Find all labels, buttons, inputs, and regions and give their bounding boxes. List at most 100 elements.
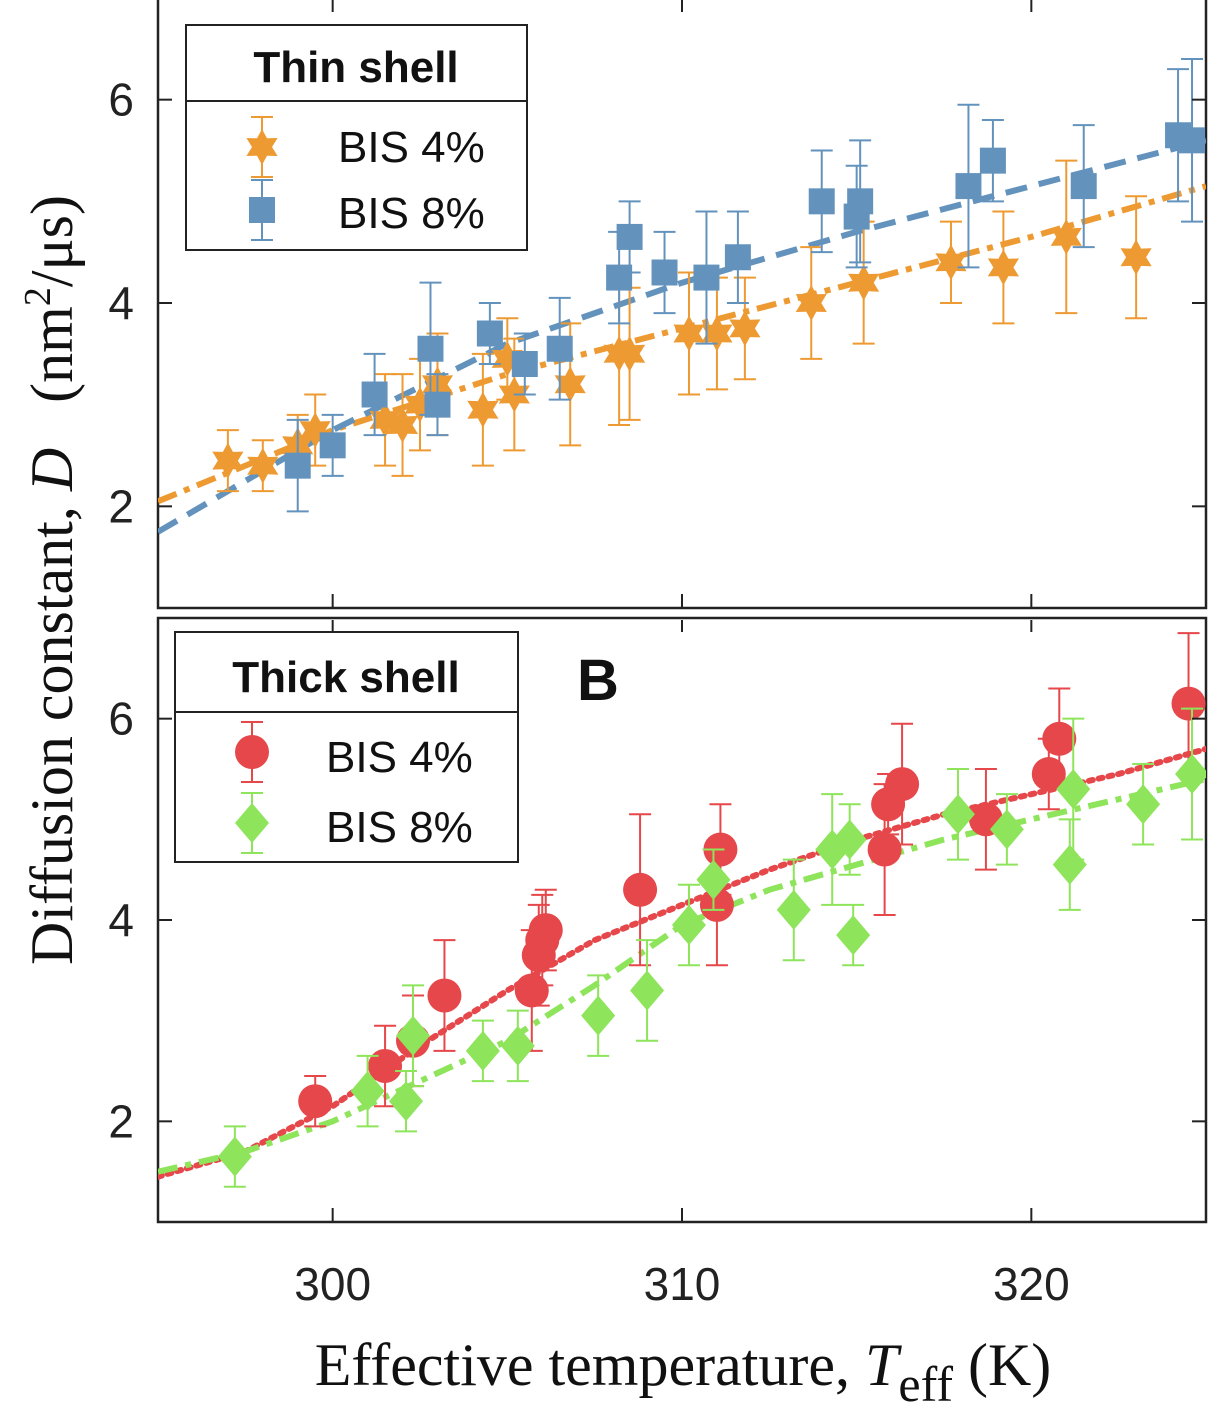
legend-frame bbox=[185, 24, 528, 251]
data-point-bis4 bbox=[368, 1048, 403, 1083]
y-tick-label: 4 bbox=[108, 894, 134, 946]
data-point-bis8 bbox=[836, 915, 871, 956]
x-tick-label: 300 bbox=[294, 1258, 371, 1310]
data-point-bis8 bbox=[989, 809, 1024, 850]
data-point-bis4 bbox=[404, 386, 436, 423]
data-point-bis8 bbox=[808, 188, 835, 215]
data-point-bis4 bbox=[386, 407, 419, 443]
y-axis-title-unit-b: /μs) bbox=[19, 195, 85, 287]
legend-marker-bis8 bbox=[249, 197, 275, 223]
data-point-bis4 bbox=[614, 335, 646, 372]
x-axis-title-var: T bbox=[865, 1332, 902, 1398]
data-point-bis8 bbox=[651, 259, 678, 286]
data-point-bis4 bbox=[514, 973, 549, 1008]
legend-frame bbox=[174, 631, 519, 863]
data-point-bis8 bbox=[396, 1015, 431, 1056]
legend-marker-bis4 bbox=[246, 129, 278, 165]
data-point-bis4 bbox=[623, 872, 658, 907]
fit-line-bis8 bbox=[158, 776, 1206, 1175]
legend-label-bis4: BIS 4% bbox=[338, 123, 485, 172]
legend-thick-shell: Thick shell BIS 4% BIS 8% bbox=[174, 631, 519, 863]
data-point-bis8 bbox=[1052, 844, 1087, 885]
fit-line-bis8 bbox=[158, 137, 1206, 535]
legend-thin-shell: Thin shell BIS 4% BIS 8% bbox=[185, 24, 528, 251]
y-axis-title: Diffusion constant, D (nm2/μs) bbox=[17, 195, 85, 965]
data-point-bis8 bbox=[465, 1030, 500, 1071]
legend-title: Thick shell bbox=[232, 653, 459, 702]
data-point-bis8 bbox=[671, 905, 706, 946]
data-point-bis4 bbox=[1042, 721, 1077, 756]
data-point-bis8 bbox=[940, 794, 975, 835]
data-point-bis8 bbox=[1179, 127, 1206, 154]
panel-thick-shell: 2 4 6 300 310 320 Thick shell BIS 4% BIS 8% B bbox=[108, 616, 1208, 1310]
data-point-bis4 bbox=[491, 340, 523, 377]
data-point-bis8 bbox=[1126, 784, 1161, 825]
data-point-bis4 bbox=[701, 315, 733, 352]
fit-line-bis4 bbox=[158, 745, 1206, 1180]
data-point-bis4 bbox=[885, 767, 920, 802]
data-point-bis8 bbox=[630, 970, 665, 1011]
legend-marker-bis4 bbox=[235, 735, 269, 769]
data-point-bis8 bbox=[955, 173, 982, 200]
data-point-bis4 bbox=[299, 412, 331, 449]
data-point-bis8 bbox=[361, 381, 388, 408]
data-point-bis4 bbox=[1171, 686, 1206, 721]
data-point-bis8 bbox=[776, 889, 811, 930]
data-point-bis4 bbox=[603, 335, 635, 372]
legend-label-bis4: BIS 4% bbox=[326, 733, 473, 782]
y-tick-label: 6 bbox=[108, 74, 134, 126]
x-tick-label: 320 bbox=[993, 1258, 1070, 1310]
data-point-bis4 bbox=[867, 832, 902, 867]
data-point-bis4 bbox=[212, 442, 244, 479]
data-point-bis4 bbox=[1120, 239, 1152, 276]
data-point-bis8 bbox=[1175, 754, 1206, 795]
data-point-bis8 bbox=[500, 1025, 535, 1066]
legend-label-bis8: BIS 8% bbox=[338, 189, 485, 238]
plot-area-thick-shell bbox=[158, 632, 1206, 1188]
x-axis-title-sub: eff bbox=[898, 1356, 953, 1412]
y-axis-title-var: D bbox=[19, 448, 85, 492]
data-point-bis8 bbox=[696, 859, 731, 900]
data-point-bis8 bbox=[546, 335, 573, 362]
legend-items bbox=[246, 116, 278, 241]
data-point-bis4 bbox=[673, 315, 705, 352]
data-point-bis4 bbox=[298, 1084, 333, 1119]
panel-thin-shell: 2 4 6 Thin shell BIS 4% BIS 8% bbox=[108, 0, 1208, 610]
data-point-bis8 bbox=[832, 819, 867, 860]
data-point-bis8 bbox=[1070, 173, 1097, 200]
data-point-bis4 bbox=[247, 447, 279, 484]
y-axis-title-main: Diffusion constant, bbox=[19, 491, 85, 965]
data-point-bis8 bbox=[847, 188, 874, 215]
data-point-bis8 bbox=[606, 264, 633, 291]
axes-thin-shell: 2 4 6 bbox=[108, 0, 1206, 608]
y-axis-title-unit-a: (nm bbox=[19, 306, 85, 403]
data-point-bis4 bbox=[729, 310, 761, 347]
data-point-bis4 bbox=[795, 285, 827, 321]
data-point-bis8 bbox=[417, 335, 444, 362]
x-tick-label: 310 bbox=[644, 1258, 721, 1310]
data-point-bis8 bbox=[350, 1071, 385, 1112]
data-point-bis4 bbox=[935, 244, 967, 281]
y-tick-label: 4 bbox=[108, 277, 134, 329]
data-point-bis8 bbox=[424, 391, 451, 418]
data-point-bis4 bbox=[1031, 757, 1066, 792]
data-point-bis4 bbox=[987, 249, 1019, 286]
y-axis-title-unit-exp: 2 bbox=[17, 287, 59, 306]
y-tick-label: 2 bbox=[108, 480, 134, 532]
data-point-bis4 bbox=[554, 366, 586, 403]
data-point-bis4 bbox=[427, 978, 462, 1013]
data-point-bis4 bbox=[528, 913, 563, 948]
data-point-bis8 bbox=[581, 995, 616, 1036]
data-point-bis8 bbox=[284, 452, 311, 479]
y-tick-label: 6 bbox=[108, 693, 134, 745]
data-point-bis4 bbox=[848, 264, 880, 301]
data-point-bis8 bbox=[979, 147, 1006, 174]
legend-label-bis8: BIS 8% bbox=[326, 803, 473, 852]
data-point-bis8 bbox=[616, 223, 643, 250]
y-axis-title-gap bbox=[19, 403, 85, 448]
data-point-bis8 bbox=[693, 264, 720, 291]
data-point-bis8 bbox=[476, 320, 503, 347]
y-tick-label: 2 bbox=[108, 1095, 134, 1147]
axes-thick-shell: 2 4 6 300 310 320 bbox=[108, 620, 1206, 1310]
